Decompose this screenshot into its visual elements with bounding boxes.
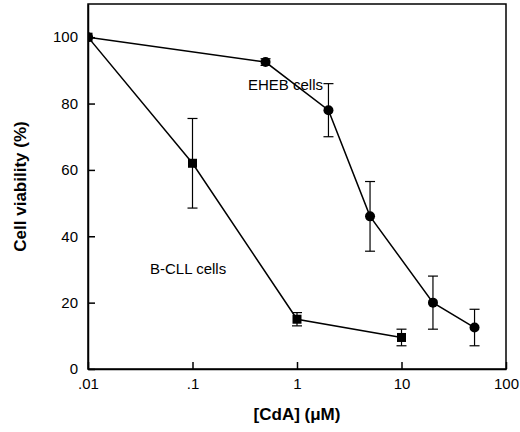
y-tick: 80 bbox=[61, 95, 95, 112]
x-tick: .1 bbox=[187, 362, 200, 392]
error-bar bbox=[397, 329, 407, 346]
y-tick: 0 bbox=[70, 360, 95, 377]
error-bar bbox=[365, 182, 375, 252]
y-tick-mark bbox=[88, 170, 95, 172]
x-tick-mark bbox=[401, 362, 403, 369]
y-tick: 100 bbox=[53, 28, 95, 45]
x-tick-label: .1 bbox=[187, 375, 200, 392]
y-tick-mark bbox=[88, 236, 95, 238]
y-tick: 20 bbox=[61, 294, 95, 311]
plot: .01 .1 1 10 100 0 20 40 60 80 100 bbox=[53, 4, 519, 392]
error-cap bbox=[188, 207, 198, 208]
annotation: B-CLL cells bbox=[150, 260, 226, 277]
error-cap bbox=[365, 181, 375, 182]
y-tick-label: 0 bbox=[70, 360, 78, 377]
y-tick-label: 20 bbox=[61, 294, 78, 311]
error-bar bbox=[428, 276, 438, 329]
error-cap bbox=[323, 136, 333, 137]
y-tick-label: 40 bbox=[61, 228, 78, 245]
marker bbox=[188, 159, 197, 168]
x-axis-title: [CdA] (μM) bbox=[254, 405, 341, 424]
error-cap bbox=[292, 312, 302, 313]
marker bbox=[261, 57, 271, 67]
marker bbox=[365, 211, 375, 221]
series bbox=[88, 32, 480, 346]
x-tick: 10 bbox=[394, 362, 411, 392]
error-bar bbox=[323, 84, 333, 137]
y-tick-label: 100 bbox=[53, 28, 78, 45]
marker bbox=[428, 298, 438, 308]
error-cap bbox=[365, 251, 375, 252]
error-cap bbox=[292, 325, 302, 326]
error-cap bbox=[428, 329, 438, 330]
x-tick-mark bbox=[297, 362, 299, 369]
error-cap bbox=[470, 309, 480, 310]
error-bar bbox=[292, 313, 302, 326]
y-tick: 40 bbox=[61, 228, 95, 245]
marker bbox=[397, 333, 406, 342]
error-cap bbox=[470, 345, 480, 346]
chart: .01 .1 1 10 100 0 20 40 60 80 100 [CdA] (μM) Cell vi… bbox=[0, 0, 520, 432]
x-tick-mark bbox=[506, 362, 508, 369]
data-layer bbox=[88, 32, 480, 346]
y-tick-mark bbox=[88, 369, 95, 371]
error-cap bbox=[397, 345, 407, 346]
marker bbox=[88, 33, 93, 42]
error-cap bbox=[323, 83, 333, 84]
error-cap bbox=[428, 275, 438, 276]
x-tick: 1 bbox=[293, 362, 301, 392]
marker bbox=[470, 323, 480, 333]
plot-frame bbox=[88, 4, 506, 369]
x-tick-label: 10 bbox=[394, 375, 411, 392]
x-tick-label: .01 bbox=[78, 375, 99, 392]
x-tick-mark bbox=[192, 362, 194, 369]
x-tick-label: 100 bbox=[494, 375, 519, 392]
error-bar bbox=[470, 309, 480, 346]
y-tick-mark bbox=[88, 302, 95, 304]
y-tick-label: 80 bbox=[61, 95, 78, 112]
series-line bbox=[88, 37, 402, 337]
series-line bbox=[88, 37, 475, 327]
y-axis: 0 20 40 60 80 100 bbox=[53, 5, 95, 378]
y-axis-title: Cell viability (%) bbox=[11, 121, 30, 251]
marker bbox=[88, 32, 93, 42]
x-tick-label: 1 bbox=[293, 375, 301, 392]
error-cap bbox=[188, 118, 198, 119]
x-tick: 100 bbox=[494, 362, 519, 392]
error-bar bbox=[188, 118, 198, 208]
y-tick-mark bbox=[88, 103, 95, 105]
x-axis: .01 .1 1 10 100 bbox=[78, 362, 519, 392]
y-axis-line bbox=[88, 5, 90, 370]
marker bbox=[293, 315, 302, 324]
marker bbox=[323, 105, 333, 115]
y-tick-label: 60 bbox=[61, 161, 78, 178]
y-tick: 60 bbox=[61, 161, 95, 178]
error-cap bbox=[397, 329, 407, 330]
annotation: EHEB cells bbox=[248, 76, 323, 93]
